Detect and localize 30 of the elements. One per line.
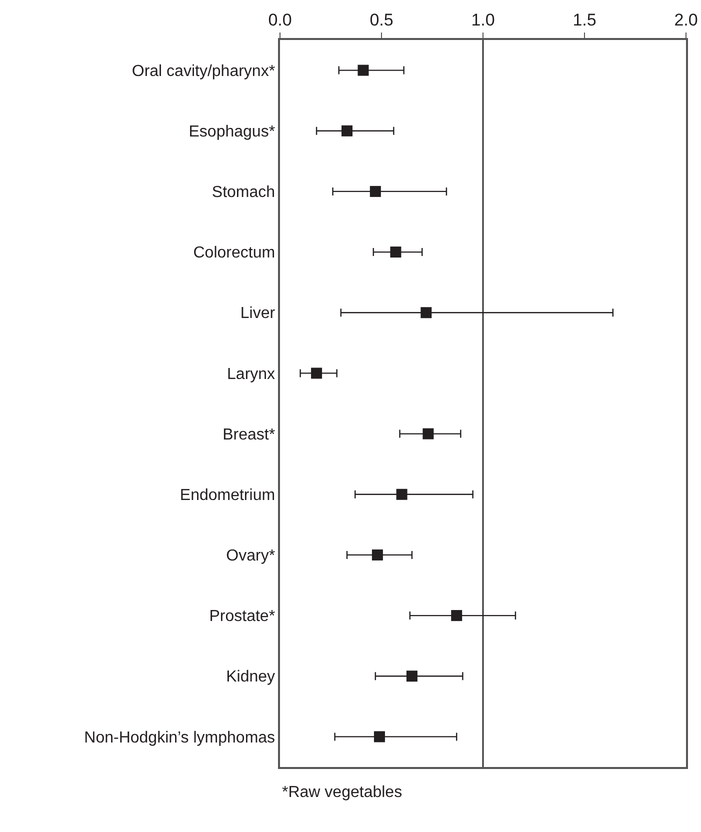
x-tick-label: 1.5 (572, 10, 596, 30)
x-tick-label: 2.0 (674, 10, 698, 30)
point (420, 307, 432, 318)
point (341, 125, 352, 136)
y-tick-label: Esophagus* (188, 123, 276, 140)
point (390, 246, 402, 258)
point (372, 549, 383, 560)
y-tick-label: Stomach (212, 184, 276, 202)
x-tick-label: 0.0 (268, 10, 292, 30)
point (396, 488, 408, 500)
y-tick-label: Breast* (222, 426, 276, 444)
y-tick-label: Oral cavity/pharynx* (132, 62, 276, 80)
x-tick-label: 1.0 (471, 10, 495, 30)
text: *Raw vegetables (282, 784, 402, 801)
y-tick-label: Ovary* (226, 548, 276, 565)
y-tick-label: Liver (240, 305, 276, 322)
y-tick-label: Colorectum (193, 244, 276, 262)
x-tick-label: 0.5 (370, 10, 394, 30)
point (374, 731, 385, 742)
point (358, 64, 369, 76)
point (311, 368, 322, 379)
point (451, 610, 462, 622)
y-tick-label: Larynx (227, 366, 276, 383)
y-tick-label: Non-Hodgkin’s lymphomas (84, 729, 276, 746)
y-tick-label: Kidney (226, 668, 276, 686)
y-tick-label: Endometrium (180, 486, 276, 504)
point (370, 186, 381, 197)
y-tick-label: Prostate* (209, 608, 276, 626)
point (406, 670, 418, 682)
point (422, 428, 434, 440)
